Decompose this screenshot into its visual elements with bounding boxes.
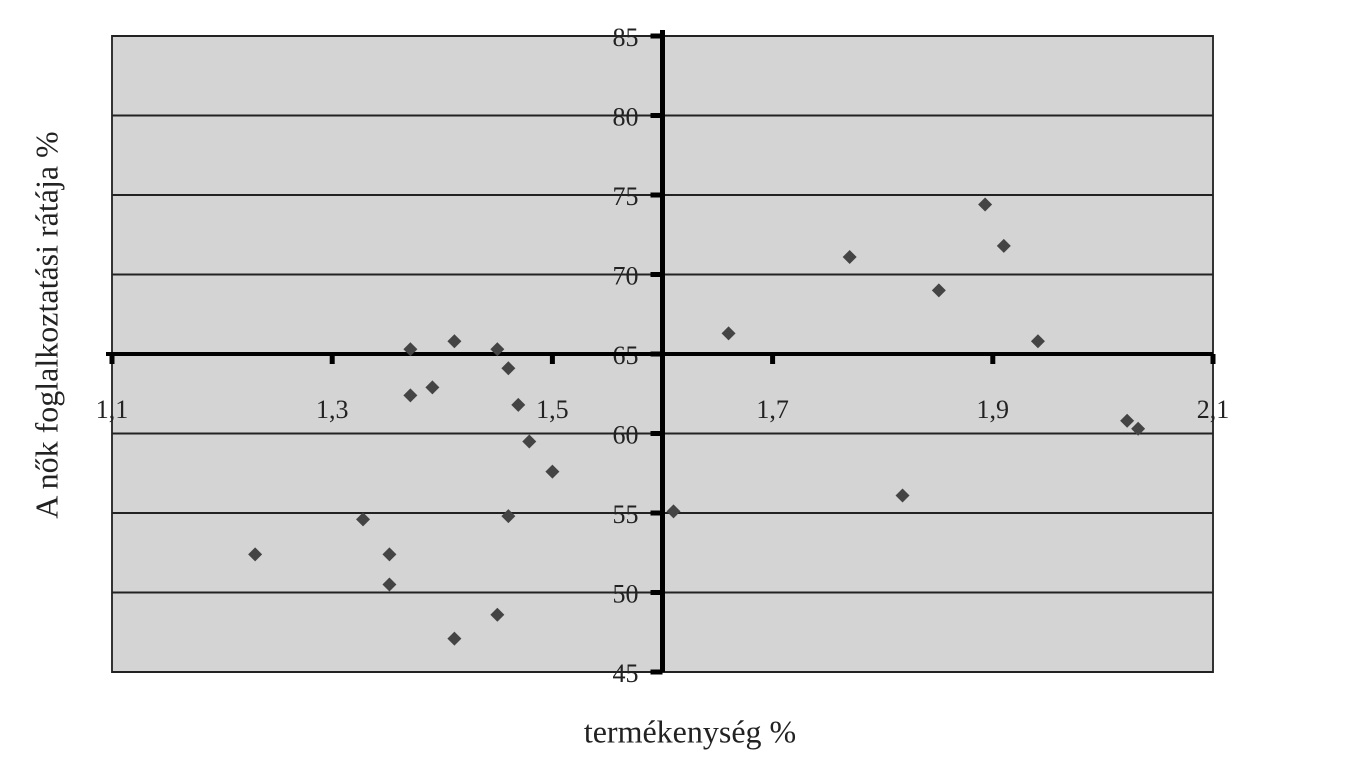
point [1131,421,1146,436]
point [842,250,857,265]
y-tick-label: 55 [613,500,639,529]
point [403,342,418,357]
point [501,361,516,376]
point [382,547,397,562]
point [666,504,681,519]
point [545,464,560,479]
point [1120,413,1135,428]
point [978,197,993,212]
point [447,334,462,349]
y-tick-label: 75 [613,182,639,211]
point [447,631,462,646]
x-axis-title: termékenység % [584,713,796,749]
point [490,607,505,622]
x-tick-label: 1,7 [756,395,789,424]
y-tick-label: 85 [613,23,639,52]
y-tick-label: 70 [613,261,639,290]
point [511,397,526,412]
y-tick-label: 80 [613,102,639,131]
point [996,238,1011,253]
point [425,380,440,395]
y-tick-label: 60 [613,420,639,449]
point [522,434,537,449]
x-tick-label: 1,3 [316,395,349,424]
x-tick-label: 2,1 [1197,395,1230,424]
point [382,577,397,592]
point [721,326,736,341]
point [248,547,263,562]
point [501,509,516,524]
point [403,388,418,403]
x-tick-label: 1,5 [536,395,569,424]
point [895,488,910,503]
y-tick-label: 50 [613,579,639,608]
y-axis-title: A nők foglalkoztatási rátája % [28,131,64,518]
point [490,342,505,357]
x-tick-label: 1,9 [977,395,1010,424]
point [356,512,371,527]
point [1030,334,1045,349]
y-tick-label: 45 [613,659,639,688]
point [931,283,946,298]
x-tick-label: 1,1 [96,395,129,424]
